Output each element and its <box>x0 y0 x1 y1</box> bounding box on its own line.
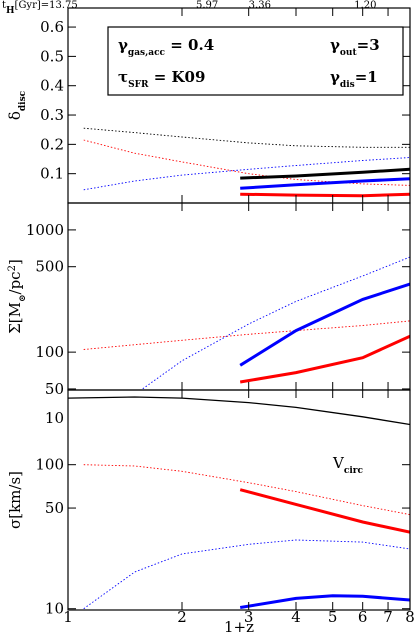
x-tick-label: 3 <box>244 608 254 626</box>
data-line <box>239 334 410 384</box>
panel-frame <box>67 202 411 391</box>
text-part: [Gyr]=13.75 <box>15 0 78 11</box>
text-part: circ <box>344 466 364 476</box>
text-part: V <box>332 454 345 472</box>
x-tick-label: 4 <box>291 608 301 626</box>
text-part: = K09 <box>148 68 205 86</box>
x-tick-label: 2 <box>177 608 187 626</box>
data-line <box>83 127 410 148</box>
y-tick-label: 100 <box>35 456 64 474</box>
text-part: γ <box>330 36 340 54</box>
y-tick-label: 0.3 <box>40 106 64 124</box>
data-line <box>239 594 410 609</box>
y-tick-label: 0.6 <box>40 18 64 36</box>
text-part: /pc <box>6 271 24 294</box>
text-part: =1 <box>355 68 378 86</box>
y-tick-label: 50 <box>45 380 64 398</box>
data-line <box>83 139 410 186</box>
y-tick-label: 0.2 <box>40 135 64 153</box>
y-tick-label: 50 <box>45 499 64 517</box>
y-tick-label: 500 <box>35 258 64 276</box>
y-tick-label: 0.4 <box>40 77 64 95</box>
text-part: gas,acc <box>128 48 166 58</box>
text-part: γ <box>118 36 128 54</box>
top-axis-title: tH[Gyr]=13.75 <box>2 0 78 16</box>
y-axis-label: σ[km/s] <box>6 471 24 529</box>
text-part: 2 <box>7 265 18 271</box>
data-line <box>68 396 410 426</box>
data-line <box>83 320 410 350</box>
panel-frame <box>67 389 411 611</box>
text-part: δ <box>6 111 24 120</box>
data-line <box>239 488 410 534</box>
data-line <box>83 157 410 191</box>
y-tick-label: 0.5 <box>40 47 64 65</box>
legend-box <box>107 26 404 96</box>
param-label: τSFR = K09 <box>118 68 205 90</box>
top-tick-label: 3.36 <box>249 0 271 11</box>
x-tick-label: 1 <box>63 608 73 626</box>
x-axis-label: 1+z <box>224 618 254 634</box>
text-part: dis <box>340 80 355 90</box>
text-part: disc <box>18 90 28 111</box>
x-tick-label: 8 <box>405 608 415 626</box>
data-line <box>239 282 410 367</box>
x-tick-label: 5 <box>328 608 338 626</box>
top-tick-label: 1.20 <box>354 0 376 11</box>
y-axis-label: δdisc <box>6 90 28 120</box>
text-part: =3 <box>357 36 380 54</box>
data-line <box>83 539 410 610</box>
data-line <box>240 177 410 190</box>
y-tick-label: 10 <box>45 600 64 618</box>
y-axis-label: Σ[M⊙/pc2] <box>6 259 28 334</box>
y-tick-label: 1000 <box>26 221 64 239</box>
text-part: SFR <box>128 80 149 90</box>
corner-label: 10 <box>45 409 64 427</box>
x-tick-label: 7 <box>383 608 393 626</box>
text-part: H <box>6 6 15 16</box>
text-part: Σ[M <box>6 302 24 334</box>
y-tick-label: 100 <box>35 343 64 361</box>
data-line <box>240 192 410 198</box>
text-part: t <box>2 0 6 11</box>
text-part: = 0.4 <box>165 36 214 54</box>
text-part: ⊙ <box>18 294 28 302</box>
text-part: τ <box>118 68 128 86</box>
text-part: out <box>340 48 358 58</box>
x-tick-label: 6 <box>358 608 368 626</box>
y-tick-label: 0.1 <box>40 165 64 183</box>
param-label: γdis=1 <box>330 68 378 90</box>
text-part: σ[km/s] <box>6 471 24 529</box>
param-label: γgas,acc = 0.4 <box>118 36 214 58</box>
data-line <box>240 167 410 180</box>
annotation: Vcirc <box>332 454 363 476</box>
text-part: ] <box>6 259 24 265</box>
param-label: γout=3 <box>330 36 380 58</box>
top-tick-label: 5.97 <box>196 0 218 11</box>
text-part: γ <box>330 68 340 86</box>
